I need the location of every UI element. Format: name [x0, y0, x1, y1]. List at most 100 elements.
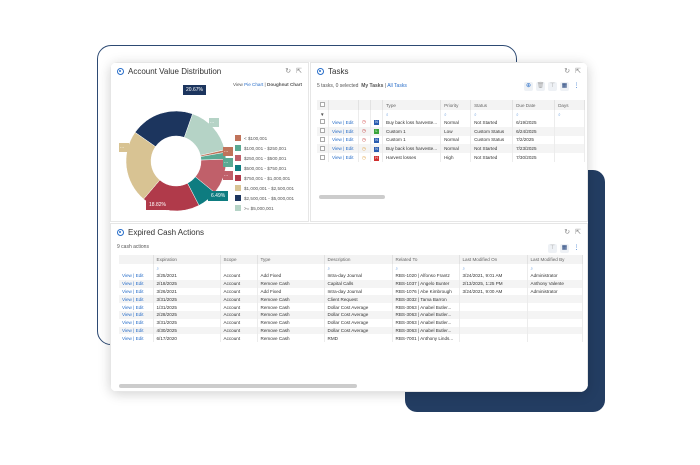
description-filter[interactable]: ⌕	[324, 264, 393, 272]
view-edit-link[interactable]: View | Edit	[328, 118, 359, 127]
scope-filter[interactable]	[220, 264, 258, 272]
view-edit-link[interactable]: View | Edit	[119, 303, 154, 311]
popout-icon[interactable]: ⇱	[575, 229, 581, 236]
view-edit-link[interactable]: View | Edit	[328, 144, 359, 154]
collapse-icon[interactable]	[317, 68, 324, 75]
row-checkbox[interactable]	[320, 154, 325, 160]
legend-swatch	[235, 145, 241, 151]
col-description[interactable]: Description	[324, 255, 393, 264]
clear-filter-button[interactable]: ⊤	[548, 82, 557, 91]
view-edit-link[interactable]: View | Edit	[119, 295, 154, 304]
clear-filter-button[interactable]: ⊤	[548, 244, 557, 253]
days-filter[interactable]: ⌕	[554, 110, 585, 118]
col-expiration[interactable]: Expiration	[153, 255, 221, 264]
col-last-modified-on[interactable]: Last Modified On	[459, 255, 528, 264]
columns-button[interactable]: ▦	[560, 82, 569, 91]
related-filter[interactable]: ⌕	[392, 264, 460, 272]
modified-by-filter[interactable]: ⌕	[527, 264, 583, 272]
cash-row[interactable]: View | Edit 4/30/2025 Account Remove Cash Do…	[119, 326, 583, 335]
view-edit-link[interactable]: View | Edit	[328, 126, 359, 136]
legend-item[interactable]: $1,000,001 - $2,500,001	[235, 183, 294, 193]
view-edit-link[interactable]: View | Edit	[119, 287, 154, 296]
popout-icon[interactable]: ⇱	[296, 68, 302, 75]
doughnut-chart-link[interactable]: Doughnut Chart	[267, 82, 302, 87]
legend-item[interactable]: $500,001 - $750,001	[235, 163, 294, 173]
collapse-icon[interactable]	[117, 229, 124, 236]
task-type: Buy back loss harveste...	[382, 144, 442, 154]
cash-row[interactable]: View | Edit 3/31/2025 Account Remove Cash Do…	[119, 318, 583, 327]
row-checkbox[interactable]	[320, 136, 325, 142]
legend-item[interactable]: $250,001 - $500,001	[235, 153, 294, 163]
legend-item[interactable]: >= $5,000,001	[235, 203, 294, 213]
cash-row[interactable]: View | Edit 2/28/2025 Account Remove Cash Do…	[119, 310, 583, 319]
type-filter[interactable]: ⌕	[382, 110, 442, 118]
view-edit-link[interactable]: View | Edit	[328, 153, 359, 162]
col-type[interactable]: Type	[382, 100, 442, 110]
view-edit-link[interactable]: View | Edit	[119, 334, 154, 343]
cash-row[interactable]: View | Edit 3/26/2021 Account Add Fixed Intr…	[119, 287, 583, 296]
cash-row[interactable]: View | Edit 1/31/2025 Account Remove Cash Do…	[119, 303, 583, 311]
task-priority: Normal	[440, 135, 472, 145]
col-due-date[interactable]: Due Date	[512, 100, 556, 110]
col-days[interactable]: Days	[554, 100, 585, 110]
view-edit-link[interactable]: View | Edit	[119, 272, 154, 280]
task-row[interactable]: View | Edit ◷ N Buy back loss harveste... No…	[317, 144, 585, 154]
col-last-modified-by[interactable]: Last Modified By	[527, 255, 583, 264]
row-checkbox[interactable]	[320, 145, 325, 151]
last-modified-by: Administrator	[527, 287, 583, 296]
priority-filter[interactable]: ⌕	[440, 110, 472, 118]
cash-row[interactable]: View | Edit 3/31/2025 Account Remove Cash Cl…	[119, 295, 583, 304]
expiration-filter[interactable]: ⌕	[153, 264, 221, 272]
more-menu-button[interactable]: ⋮	[573, 83, 580, 89]
row-checkbox[interactable]	[320, 128, 325, 134]
add-task-button[interactable]: ⊕	[524, 82, 533, 91]
delete-button[interactable]: 🗑	[536, 82, 545, 91]
col-priority[interactable]: Priority	[440, 100, 472, 110]
legend-item[interactable]: $2,500,001 - $5,000,001	[235, 193, 294, 203]
type-filter[interactable]	[257, 264, 325, 272]
my-tasks-link[interactable]: My Tasks	[361, 83, 384, 89]
task-row[interactable]: View | Edit ◷ L Custom 1 Low Custom Status 6/2…	[317, 126, 585, 136]
legend-item[interactable]: $100,001 - $250,001	[235, 143, 294, 153]
view-edit-link[interactable]: View | Edit	[119, 279, 154, 288]
refresh-icon[interactable]: ↻	[564, 229, 571, 236]
columns-button[interactable]: ▦	[560, 244, 569, 253]
task-row[interactable]: View | Edit ◷ H Harvest losses High Not Start…	[317, 153, 585, 162]
horizontal-scrollbar[interactable]	[119, 384, 357, 388]
all-tasks-link[interactable]: All Tasks	[387, 83, 407, 89]
view-edit-link[interactable]: View | Edit	[328, 135, 359, 145]
status-filter[interactable]: ⌕	[470, 110, 514, 118]
cash-row[interactable]: View | Edit 2/18/2025 Account Remove Cash Ca…	[119, 279, 583, 288]
task-row[interactable]: View | Edit ◷ N Custom 1 Normal Custom Status…	[317, 135, 585, 145]
legend-item[interactable]: < $100,001	[235, 133, 294, 143]
more-menu-button[interactable]: ⋮	[573, 245, 580, 251]
status-icon: ◷	[362, 154, 367, 160]
view-edit-link[interactable]: View | Edit	[119, 310, 154, 319]
description: Dollar Cost Average	[324, 310, 393, 319]
refresh-icon[interactable]: ↻	[564, 68, 571, 75]
donut-slice[interactable]	[125, 131, 161, 200]
col-related-to[interactable]: Related To	[392, 255, 460, 264]
cash-row[interactable]: View | Edit 3/25/2021 Account Add Fixed Intr…	[119, 272, 583, 280]
cash-row[interactable]: View | Edit 6/17/2020 Account Remove Cash RM…	[119, 334, 583, 343]
horizontal-scrollbar[interactable]	[319, 195, 385, 199]
view-edit-link[interactable]: View | Edit	[119, 326, 154, 335]
select-all-checkbox[interactable]	[320, 102, 325, 107]
task-row[interactable]: View | Edit ◷ N Buy back loss harveste... No…	[317, 118, 585, 127]
scope: Account	[220, 318, 258, 327]
pie-chart-link[interactable]: Pie Chart	[244, 82, 264, 87]
refresh-icon[interactable]: ↻	[285, 68, 292, 75]
col-type[interactable]: Type	[257, 255, 325, 264]
row-checkbox[interactable]	[320, 119, 325, 125]
popout-icon[interactable]: ⇱	[575, 68, 581, 75]
due-filter[interactable]: ⌕	[512, 110, 556, 118]
last-modified-on: 3/24/2021, 9:01 AM	[459, 272, 528, 280]
col-scope[interactable]: Scope	[220, 255, 258, 264]
modified-on-filter[interactable]: ⌕	[459, 264, 528, 272]
type: Remove Cash	[257, 334, 325, 343]
col-status[interactable]: Status	[470, 100, 514, 110]
collapse-icon[interactable]	[117, 68, 124, 75]
legend-item[interactable]: $750,001 - $1,000,001	[235, 173, 294, 183]
filter-icon[interactable]: ▼	[317, 110, 329, 118]
view-edit-link[interactable]: View | Edit	[119, 318, 154, 327]
